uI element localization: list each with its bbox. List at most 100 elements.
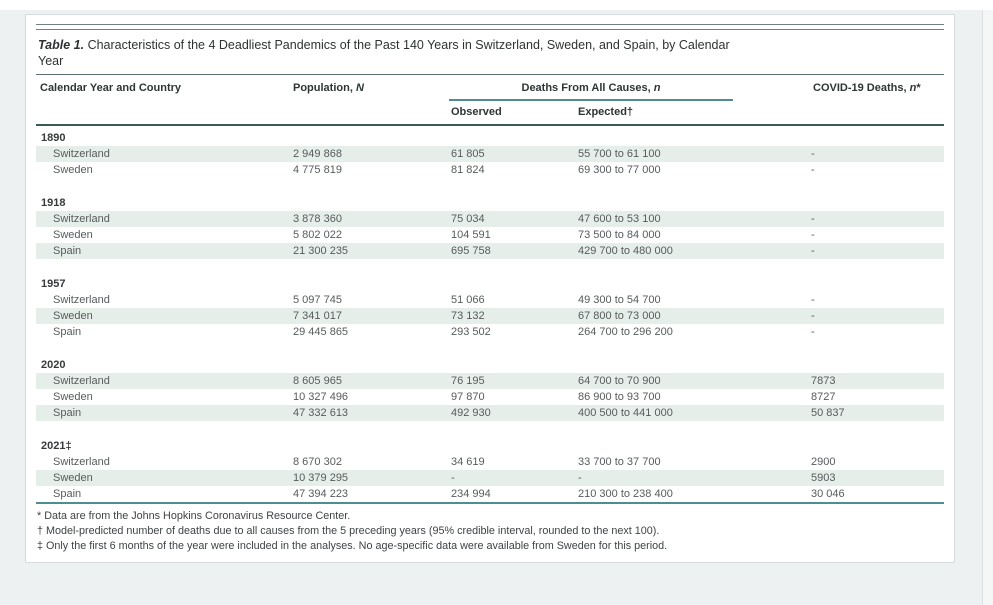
table-row: Spain 47 394 223 234 994 210 300 to 238 400…: [36, 486, 944, 502]
year-row: 1890: [36, 130, 944, 146]
cell-covid: -: [811, 148, 815, 160]
cell-country: Spain: [53, 326, 82, 338]
cell-population: 3 878 360: [293, 213, 342, 225]
scrollbar-track[interactable]: [982, 10, 993, 605]
table-row: Sweden 4 775 819 81 824 69 300 to 77 000 -: [36, 162, 944, 178]
cell-observed: 104 591: [451, 229, 491, 241]
cell-expected: -: [578, 472, 582, 484]
cell-observed: 75 034: [451, 213, 485, 225]
cell-covid: 8727: [811, 391, 836, 403]
cell-covid: 50 837: [811, 407, 845, 419]
footnote-line: ‡ Only the first 6 months of the year we…: [37, 540, 668, 552]
cell-population: 2 949 868: [293, 148, 342, 160]
table-body: 1890 Switzerland 2 949 868 61 805 55 700 to …: [36, 130, 944, 502]
header-population: Population, N: [293, 82, 364, 94]
year-row: 1918: [36, 195, 944, 211]
cell-observed: 51 066: [451, 294, 485, 306]
cell-observed: 695 758: [451, 245, 491, 257]
cell-covid: -: [811, 245, 815, 257]
table-row: Sweden 10 327 496 97 870 86 900 to 93 700 87…: [36, 389, 944, 405]
cell-observed: -: [451, 472, 455, 484]
cell-observed: 61 805: [451, 148, 485, 160]
cell-population: 8 605 965: [293, 375, 342, 387]
cell-covid: -: [811, 294, 815, 306]
cell-expected: 47 600 to 53 100: [578, 213, 661, 225]
footnote-line: * Data are from the Johns Hopkins Corona…: [37, 510, 351, 522]
cell-country: Sweden: [53, 164, 93, 176]
cell-covid: 5903: [811, 472, 836, 484]
cell-population: 10 327 496: [293, 391, 349, 403]
cell-covid: 7873: [811, 375, 836, 387]
cell-observed: 81 824: [451, 164, 485, 176]
cell-country: Sweden: [53, 472, 93, 484]
cell-covid: -: [811, 310, 815, 322]
cell-country: Sweden: [53, 391, 93, 403]
header-covid-deaths: COVID-19 Deaths, n*: [813, 82, 921, 94]
cell-expected: 264 700 to 296 200: [578, 326, 673, 338]
cell-covid: -: [811, 164, 815, 176]
cell-population: 5 097 745: [293, 294, 342, 306]
header-calendar-year-country: Calendar Year and Country: [40, 82, 182, 94]
section-spacer: [36, 340, 944, 357]
title-rule: [36, 74, 944, 75]
header-expected: Expected†: [578, 106, 634, 118]
table-row: Sweden 10 379 295 - - 5903: [36, 470, 944, 486]
table-row: Switzerland 8 605 965 76 195 64 700 to 70 9…: [36, 373, 944, 389]
cell-expected: 210 300 to 238 400: [578, 488, 673, 500]
cell-expected: 69 300 to 77 000: [578, 164, 661, 176]
bottom-rule: [36, 502, 944, 504]
footnotes: * Data are from the Johns Hopkins Corona…: [36, 509, 944, 554]
cell-population: 5 802 022: [293, 229, 342, 241]
cell-population: 8 670 302: [293, 456, 342, 468]
cell-expected: 64 700 to 70 900: [578, 375, 661, 387]
cell-country: Spain: [53, 245, 82, 257]
table-title-line1: Characteristics of the 4 Deadliest Pande…: [87, 38, 730, 52]
cell-country: Sweden: [53, 310, 93, 322]
cell-observed: 76 195: [451, 375, 485, 387]
table-title-label: Table 1.: [38, 38, 85, 52]
table-row: Switzerland 5 097 745 51 066 49 300 to 54 7…: [36, 292, 944, 308]
cell-expected: 73 500 to 84 000: [578, 229, 661, 241]
cell-expected: 33 700 to 37 700: [578, 456, 661, 468]
year-row: 2020: [36, 357, 944, 373]
cell-expected: 86 900 to 93 700: [578, 391, 661, 403]
cell-population: 10 379 295: [293, 472, 349, 484]
table-row: Switzerland 3 878 360 75 034 47 600 to 53 1…: [36, 211, 944, 227]
cell-population: 47 394 223: [293, 488, 349, 500]
cell-observed: 97 870: [451, 391, 485, 403]
year-row: 2021‡: [36, 438, 944, 454]
cell-country: Spain: [53, 407, 82, 419]
cell-population: 47 332 613: [293, 407, 349, 419]
cell-population: 4 775 819: [293, 164, 342, 176]
table-row: Switzerland 8 670 302 34 619 33 700 to 37 7…: [36, 454, 944, 470]
cell-observed: 34 619: [451, 456, 485, 468]
top-white-band: [0, 0, 993, 10]
year-row: 1957: [36, 276, 944, 292]
footnote-line: † Model-predicted number of deaths due t…: [37, 525, 660, 537]
cell-observed: 492 930: [451, 407, 491, 419]
header-observed: Observed: [451, 106, 502, 118]
table-card: Table 1. Characteristics of the 4 Deadli…: [25, 14, 955, 563]
cell-observed: 293 502: [451, 326, 491, 338]
cell-covid: -: [811, 213, 815, 225]
cell-expected: 67 800 to 73 000: [578, 310, 661, 322]
table-row: Sweden 5 802 022 104 591 73 500 to 84 000 -: [36, 227, 944, 243]
table-header: Calendar Year and Country Population, N …: [36, 75, 944, 126]
cell-observed: 234 994: [451, 488, 491, 500]
header-deaths-spanner: Deaths From All Causes, n: [449, 82, 809, 101]
year-label: 1918: [41, 197, 66, 209]
table-row: Spain 21 300 235 695 758 429 700 to 480 000…: [36, 243, 944, 259]
table-row: Switzerland 2 949 868 61 805 55 700 to 61 1…: [36, 146, 944, 162]
cell-covid: -: [811, 326, 815, 338]
year-label: 2021‡: [41, 440, 72, 452]
cell-expected: 400 500 to 441 000: [578, 407, 673, 419]
section-spacer: [36, 421, 944, 438]
section-spacer: [36, 259, 944, 276]
year-label: 1957: [41, 278, 66, 290]
cell-country: Switzerland: [53, 148, 110, 160]
table-row: Spain 29 445 865 293 502 264 700 to 296 200…: [36, 324, 944, 340]
cell-population: 21 300 235: [293, 245, 349, 257]
cell-observed: 73 132: [451, 310, 485, 322]
section-spacer: [36, 178, 944, 195]
